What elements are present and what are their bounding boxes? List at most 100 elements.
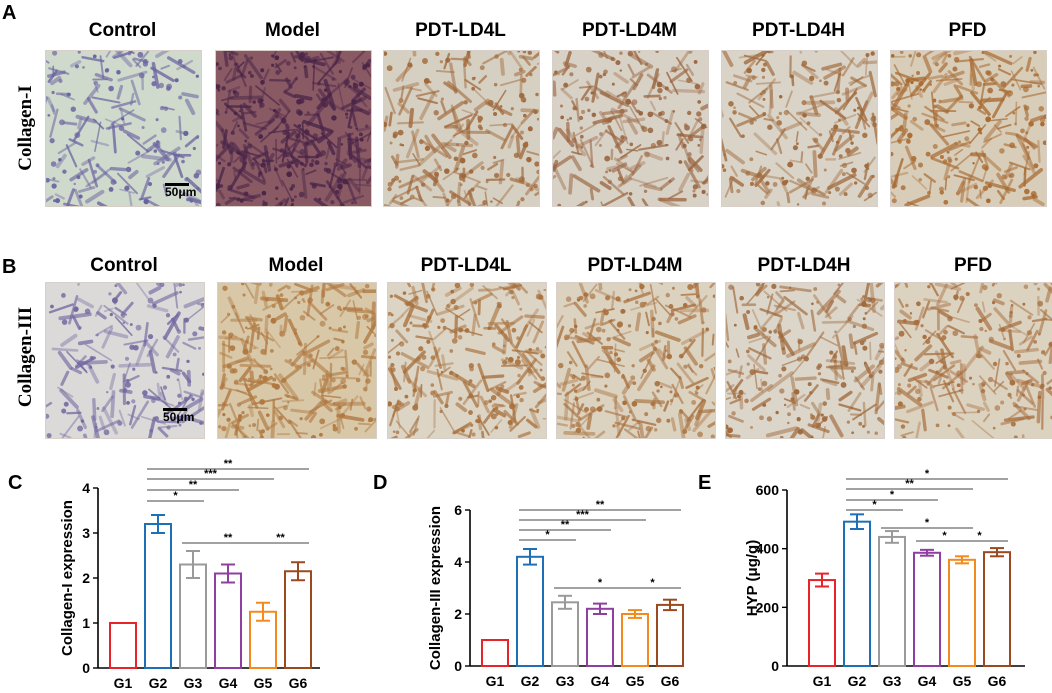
micrograph-a-pdt-ld4m [552, 50, 709, 207]
x-tick-label: G1 [813, 673, 832, 689]
panel-letter-d: D [373, 472, 388, 494]
significance-label: * [977, 530, 982, 542]
bar-g1 [481, 639, 509, 667]
significance-label: * [650, 577, 655, 589]
bar-g4 [586, 607, 614, 668]
x-tick-label: G5 [953, 673, 972, 689]
significance-label: * [890, 489, 895, 501]
y-tick-label: 600 [756, 482, 780, 498]
x-tick-label: G4 [591, 673, 610, 689]
y-axis-label: Collagen-III expression [427, 506, 444, 670]
panel-letter-c: C [8, 472, 23, 494]
micrograph-a-pfd [890, 50, 1047, 207]
panel-letter-e: E [698, 472, 712, 494]
bar-g2 [516, 555, 544, 667]
significance-label: *** [204, 468, 218, 480]
micrograph-b-model [217, 282, 377, 439]
column-title-pdt-ld4m: PDT-LD4M [582, 20, 677, 41]
y-tick-label: 2 [82, 570, 90, 586]
row-label-collagen-i: Collagen-I [15, 85, 36, 171]
y-axis-label: Collagen-I expression [59, 500, 76, 656]
row-label-collagen-iii: Collagen-III [15, 306, 36, 408]
significance-label: * [545, 529, 550, 541]
x-tick-label: G4 [219, 675, 238, 691]
x-tick-label: G2 [848, 673, 867, 689]
significance-label: * [173, 490, 178, 502]
significance-label: * [925, 468, 930, 480]
y-tick-label: 200 [756, 599, 780, 615]
micrograph-a-control [45, 50, 202, 207]
x-tick-label: G3 [883, 673, 902, 689]
y-tick-label: 0 [771, 658, 779, 674]
column-title-pfd: PFD [948, 20, 987, 41]
scale-bar-line [163, 408, 187, 411]
x-tick-label: G3 [184, 675, 203, 691]
y-tick-label: 0 [82, 660, 90, 676]
scale-bar-line [165, 183, 189, 186]
micrograph-b-pdt-ld4h [725, 282, 885, 439]
x-tick-label: G6 [988, 673, 1007, 689]
panel-letter-b: B [2, 256, 17, 278]
x-tick-label: G6 [661, 673, 680, 689]
y-tick-label: 1 [82, 615, 90, 631]
bar-g5 [621, 613, 649, 667]
significance-label: ** [224, 532, 233, 544]
x-tick-label: G4 [918, 673, 937, 689]
micrograph-b-pdt-ld4m [556, 282, 716, 439]
micrograph-a-pdt-ld4h [721, 50, 878, 207]
bar-g2 [843, 520, 871, 668]
significance-label: ** [189, 479, 198, 491]
x-tick-label: G6 [289, 675, 308, 691]
column-title-pdt-ld4l: PDT-LD4L [415, 20, 506, 41]
significance-label: ** [561, 519, 570, 531]
x-tick-label: G3 [556, 673, 575, 689]
scale-bar-label: 50μm [163, 410, 195, 424]
significance-label: ** [905, 478, 914, 490]
bar-g4 [913, 551, 941, 667]
micrograph-a-pdt-ld4l [383, 50, 540, 207]
column-title-control: Control [90, 255, 158, 276]
y-tick-label: 4 [454, 554, 462, 570]
column-title-pdt-ld4h: PDT-LD4H [752, 20, 845, 41]
bar-g6 [983, 551, 1011, 667]
significance-label: * [942, 530, 947, 542]
y-tick-label: 6 [454, 502, 462, 518]
y-tick-label: 4 [82, 480, 90, 496]
chart-d-collagen-iii: 0 2 4 6 Collagen-III expression G1 G2 G3 G4 G5 G6 *… [427, 499, 684, 689]
bar-g6 [284, 570, 312, 669]
panel-letter-a: A [2, 2, 17, 24]
column-title-pdt-ld4h: PDT-LD4H [757, 255, 851, 276]
bar-g2 [144, 523, 172, 669]
column-title-model: Model [268, 255, 324, 276]
significance-label: ** [224, 458, 233, 470]
bar-g3 [179, 563, 207, 669]
significance-label: * [598, 577, 603, 589]
significance-label: ** [276, 532, 285, 544]
y-tick-label: 400 [756, 541, 780, 557]
column-title-pdt-ld4m: PDT-LD4M [587, 255, 683, 276]
significance-label: ** [596, 499, 605, 511]
column-title-control: Control [88, 20, 157, 41]
x-tick-label: G5 [254, 675, 273, 691]
scale-bar-label: 50μm [165, 185, 197, 199]
micrograph-a-model [215, 50, 372, 207]
y-axis-label: HYP (μg/g) [744, 540, 761, 616]
bar-g3 [551, 601, 579, 668]
bar-g1 [808, 579, 836, 667]
y-tick-label: 2 [454, 606, 462, 622]
significance-label: *** [576, 509, 590, 521]
x-tick-label: G5 [626, 673, 645, 689]
bar-g5 [948, 558, 976, 667]
significance-label: * [925, 517, 930, 529]
x-tick-label: G2 [149, 675, 168, 691]
x-tick-label: G2 [521, 673, 540, 689]
column-title-model: Model [265, 20, 320, 41]
column-title-pdt-ld4l: PDT-LD4L [420, 255, 512, 276]
micrograph-b-pfd [894, 282, 1052, 439]
bar-g4 [214, 572, 242, 669]
significance-label: * [872, 499, 877, 511]
x-tick-label: G1 [486, 673, 505, 689]
bar-g1 [109, 622, 137, 669]
